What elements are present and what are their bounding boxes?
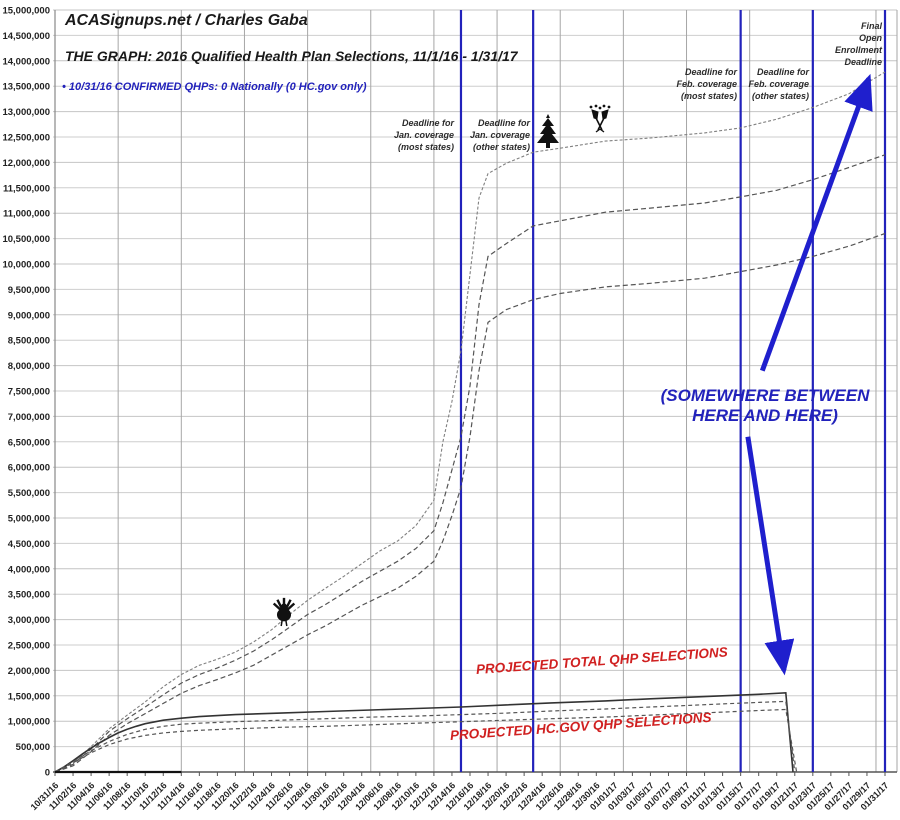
chart-title: THE GRAPH: 2016 Qualified Health Plan Se… [65, 48, 518, 64]
y-tick-label: 1,000,000 [8, 717, 50, 728]
y-tick-label: 2,000,000 [8, 666, 50, 677]
y-tick-label: 5,000,000 [8, 514, 50, 525]
y-tick-label: 11,500,000 [3, 183, 50, 194]
y-tick-label: 8,000,000 [8, 361, 50, 372]
y-tick-label: 9,000,000 [8, 310, 50, 321]
series-projection_total_high [54, 71, 886, 773]
series-projection_hcgov [54, 232, 886, 773]
annotation-arrows [745, 73, 873, 676]
y-tick-label: 15,000,000 [2, 6, 50, 17]
y-tick-label: 10,000,000 [2, 260, 50, 271]
y-tick-label: 6,500,000 [8, 437, 50, 448]
y-tick-label: 12,000,000 [2, 158, 50, 169]
y-tick-label: 11,000,000 [3, 209, 50, 220]
series-projected_hcgov_qhp_crash_low [54, 708, 798, 773]
y-tick-label: 14,000,000 [2, 56, 50, 67]
y-tick-label: 8,500,000 [8, 336, 50, 347]
y-tick-label: 7,000,000 [8, 412, 50, 423]
y-tick-label: 1,500,000 [8, 691, 50, 702]
site-byline: ACASignups.net / Charles Gaba [65, 12, 308, 29]
arrow-to-crash-point [745, 436, 795, 676]
y-tick-label: 3,000,000 [8, 615, 50, 626]
y-tick-label: 2,500,000 [8, 641, 50, 652]
y-tick-label: 5,500,000 [8, 488, 50, 499]
y-tick-label: 9,500,000 [8, 285, 50, 296]
series-projected_hcgov_qhp_crash_high [54, 700, 796, 773]
y-tick-label: 0 [45, 768, 50, 779]
gridlines [53, 9, 898, 776]
y-tick-label: 4,500,000 [8, 539, 50, 550]
confirmed-qhps-subtitle: • 10/31/16 CONFIRMED QHPs: 0 Nationally … [62, 81, 367, 93]
y-tick-label: 14,500,000 [2, 31, 50, 42]
y-tick-label: 12,500,000 [2, 133, 50, 144]
y-tick-label: 4,000,000 [8, 564, 50, 575]
y-tick-label: 13,000,000 [2, 107, 50, 118]
deadline-label-feb-other-states: Deadline for Feb. coverage (other states… [748, 67, 809, 101]
y-tick-label: 3,500,000 [8, 590, 50, 601]
series-projected_total_qhp_crash [54, 691, 794, 773]
deadline-lines [459, 10, 887, 772]
y-tick-label: 13,500,000 [2, 82, 50, 93]
deadline-label-feb-most-states: Deadline for Feb. coverage (most states) [676, 67, 737, 101]
arrow-to-final-deadline [759, 73, 873, 372]
y-tick-label: 10,500,000 [2, 234, 50, 245]
deadline-label-jan-other-states: Deadline for Jan. coverage (other states… [469, 118, 530, 152]
y-tick-label: 500,000 [16, 742, 50, 753]
deadline-label-jan-most-states: Deadline for Jan. coverage (most states) [393, 118, 454, 152]
y-tick-label: 7,500,000 [8, 387, 50, 398]
y-tick-label: 6,000,000 [8, 463, 50, 474]
series-projection_total_mid [54, 154, 886, 773]
data-series [54, 71, 886, 774]
somewhere-between-note: (SOMEWHERE BETWEEN HERE AND HERE) [660, 386, 870, 425]
final-open-enrollment-deadline-label: Final Open Enrollment Deadline [834, 21, 882, 67]
